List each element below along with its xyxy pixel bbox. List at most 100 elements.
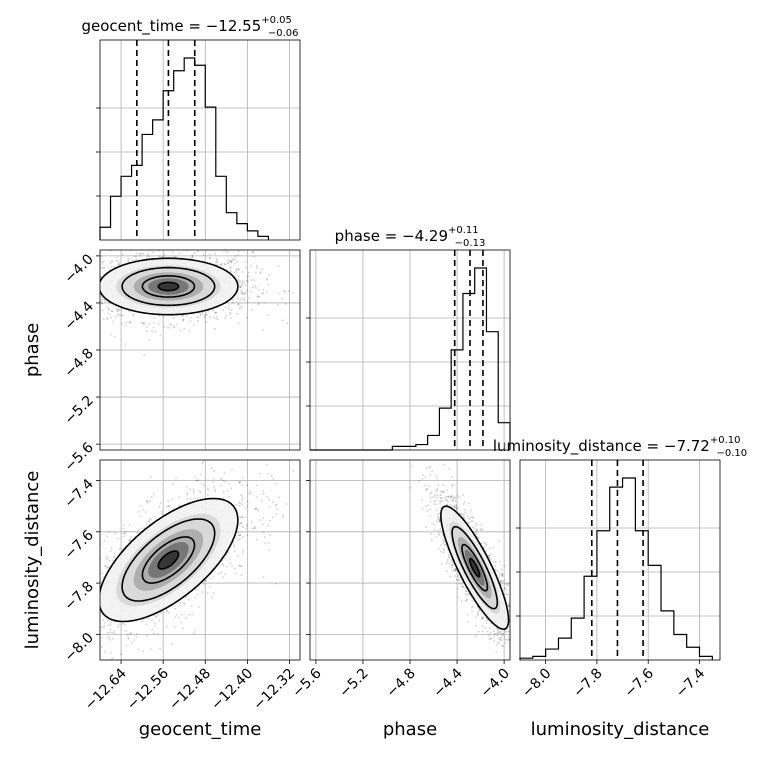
sample-point — [228, 496, 230, 498]
sample-point — [89, 631, 91, 633]
sample-point — [127, 258, 129, 260]
sample-point — [91, 601, 93, 603]
sample-point — [262, 523, 264, 525]
sample-point — [506, 589, 508, 591]
sample-point — [201, 483, 203, 485]
sample-point — [109, 622, 111, 624]
sample-point — [264, 536, 266, 538]
sample-point — [240, 494, 242, 496]
sample-point — [252, 527, 254, 529]
sample-point — [282, 320, 284, 322]
sample-point — [440, 494, 442, 496]
pair-panel-phase-vs-luminosity-distance — [310, 447, 549, 684]
title-phase: phase = −4.29+0.11−0.13 — [335, 225, 486, 249]
sample-point — [86, 287, 88, 289]
sample-point — [222, 309, 224, 311]
sample-point — [222, 576, 224, 578]
sample-point — [512, 613, 514, 615]
sample-point — [114, 552, 116, 554]
sample-point — [259, 473, 261, 475]
sample-point — [485, 543, 487, 545]
sample-point — [96, 287, 98, 289]
sample-point — [238, 502, 240, 504]
sample-point — [97, 603, 99, 605]
sample-point — [446, 499, 448, 501]
sample-point — [174, 608, 176, 610]
sample-point — [140, 505, 142, 507]
sample-point — [138, 529, 140, 531]
sample-point — [193, 490, 195, 492]
sample-point — [495, 651, 497, 653]
sample-point — [228, 483, 230, 485]
sample-point — [412, 454, 414, 456]
sample-point — [212, 481, 214, 483]
sample-point — [493, 561, 495, 563]
sample-point — [101, 303, 103, 305]
sample-point — [95, 281, 97, 283]
sample-point — [123, 528, 125, 530]
sample-point — [247, 276, 249, 278]
sample-point — [149, 256, 151, 258]
sample-point — [154, 615, 156, 617]
sample-point — [49, 315, 51, 317]
sample-point — [281, 298, 283, 300]
sample-point — [467, 515, 469, 517]
sample-point — [514, 626, 516, 628]
sample-point — [462, 494, 464, 496]
sample-point — [248, 493, 250, 495]
sample-point — [114, 532, 116, 534]
sample-point — [105, 662, 107, 664]
sample-point — [90, 296, 92, 298]
sample-point — [110, 334, 112, 336]
sample-point — [228, 304, 230, 306]
sample-point — [489, 548, 491, 550]
sample-point — [230, 562, 232, 564]
sample-point — [257, 509, 259, 511]
sample-point — [215, 312, 217, 314]
sample-point — [80, 607, 82, 609]
sample-point — [493, 636, 495, 638]
sample-point — [151, 330, 153, 332]
sample-point — [107, 558, 109, 560]
sample-point — [237, 278, 239, 280]
sample-point — [108, 637, 110, 639]
sample-point — [150, 476, 152, 478]
sample-point — [179, 602, 181, 604]
sample-point — [74, 294, 76, 296]
sample-point — [258, 302, 260, 304]
sample-point — [193, 324, 195, 326]
sample-point — [226, 251, 228, 253]
sample-point — [66, 574, 68, 576]
sample-point — [104, 663, 106, 665]
sample-point — [489, 555, 491, 557]
sample-point — [106, 306, 108, 308]
sample-point — [239, 280, 241, 282]
panel-content — [410, 447, 549, 684]
sample-point — [95, 562, 97, 564]
sample-point — [443, 552, 445, 554]
sample-point — [431, 539, 433, 541]
sample-point — [468, 518, 470, 520]
sample-point — [517, 665, 519, 667]
sample-point — [149, 230, 151, 232]
sample-point — [213, 310, 215, 312]
sample-point — [96, 314, 98, 316]
sample-point — [490, 632, 492, 634]
sample-point — [98, 285, 100, 287]
sample-point — [200, 491, 202, 493]
sample-point — [172, 483, 174, 485]
sample-point — [252, 287, 254, 289]
sample-point — [269, 520, 271, 522]
sample-point — [236, 269, 238, 271]
sample-point — [50, 631, 52, 633]
sample-point — [247, 501, 249, 503]
sample-point — [227, 262, 229, 264]
sample-point — [67, 290, 69, 292]
sample-point — [473, 527, 475, 529]
sample-point — [73, 289, 75, 291]
sample-point — [421, 499, 423, 501]
panel-frame — [520, 460, 720, 660]
sample-point — [485, 550, 487, 552]
sample-point — [91, 615, 93, 617]
sample-point — [178, 617, 180, 619]
